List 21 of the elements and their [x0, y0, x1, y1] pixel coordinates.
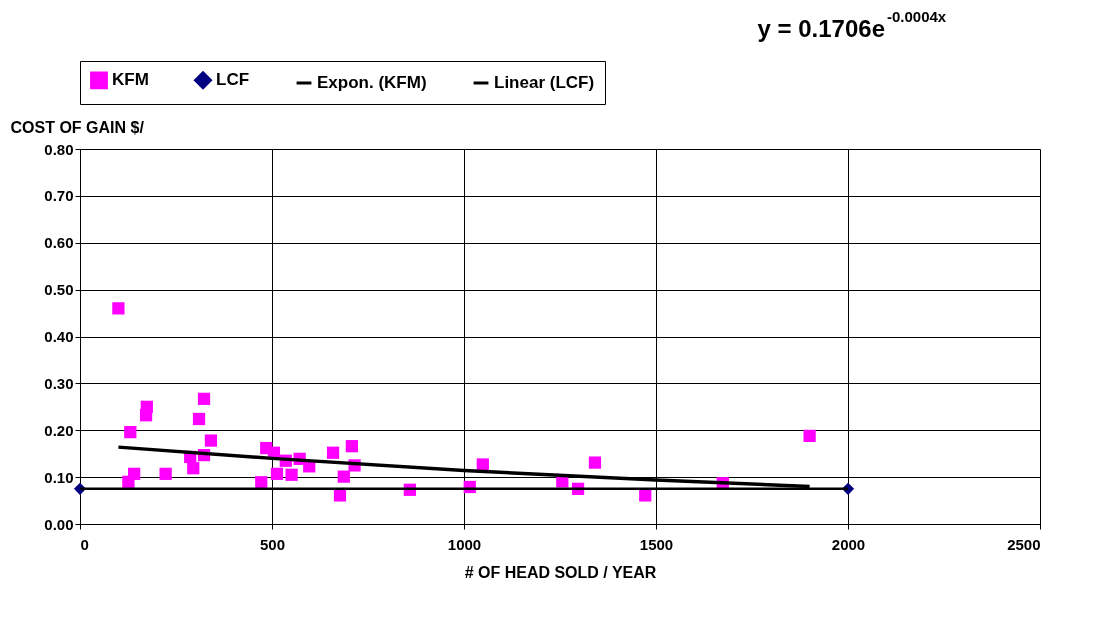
x-tick-label: 1000 — [447, 535, 482, 553]
y-axis-title: COST OF GAIN $/ — [10, 118, 145, 136]
x-tick-label: 500 — [259, 535, 286, 553]
y-tick-label: 0.60 — [44, 234, 74, 252]
y-tick-label: 0.20 — [44, 421, 74, 439]
y-tick-label: 0.40 — [44, 328, 74, 345]
y-tick-label: 0.00 — [44, 515, 74, 533]
x-tick-label: 2500 — [1007, 535, 1041, 553]
x-axis-title: # OF HEAD SOLD / YEAR — [464, 563, 657, 581]
y-tick-label: 0.30 — [44, 374, 74, 392]
x-tick-label: 0 — [80, 535, 89, 553]
y-tick-label: 0.50 — [44, 281, 74, 299]
x-tick-label: 2000 — [831, 535, 866, 553]
legend-label: KFM — [112, 70, 149, 90]
legend-label: Linear (LCF) — [494, 73, 595, 92]
x-tick-label: 1500 — [639, 535, 674, 553]
legend-label: Expon. (KFM) — [317, 73, 427, 92]
y-tick-label: 0.10 — [44, 468, 74, 486]
y-tick-label: 0.70 — [44, 187, 74, 205]
y-tick-label: 0.80 — [44, 140, 74, 158]
legend-label: LCF — [216, 70, 250, 90]
